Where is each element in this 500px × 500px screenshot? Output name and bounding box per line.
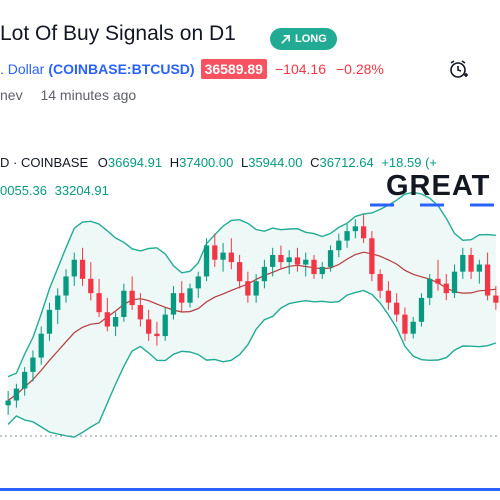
candle-up bbox=[460, 254, 466, 272]
candle-up bbox=[303, 259, 309, 265]
candle-down bbox=[104, 312, 110, 327]
chart-header-label: D · COINBASE bbox=[0, 155, 89, 170]
author-name[interactable]: nev bbox=[0, 87, 23, 103]
posted-time: 14 minutes ago bbox=[40, 87, 137, 103]
candle-up bbox=[427, 278, 433, 298]
bottom-bar bbox=[0, 488, 500, 491]
price-chart[interactable] bbox=[0, 148, 500, 500]
symbol-ticker-link[interactable]: (COINBASE:BTCUSD) bbox=[48, 61, 195, 77]
candle-down bbox=[236, 262, 243, 282]
candle-up bbox=[170, 293, 177, 315]
candle-up bbox=[344, 231, 350, 241]
candles bbox=[5, 214, 499, 415]
author-row: nev 14 minutes ago bbox=[0, 87, 136, 103]
bollinger-basis-line bbox=[7, 251, 496, 401]
candle-down bbox=[402, 314, 408, 334]
candle-down bbox=[360, 226, 367, 239]
candle-up bbox=[112, 317, 119, 327]
price-change-percent: −0.28% bbox=[335, 61, 384, 77]
close-value: 36712.64 bbox=[319, 155, 374, 170]
bollinger-legend: 0055.36 33204.91 bbox=[0, 183, 109, 198]
candle-down bbox=[146, 319, 152, 334]
close-delta: +18.59 (+ bbox=[381, 155, 437, 170]
open-value: 36694.91 bbox=[107, 155, 163, 170]
price-change: −104.16 bbox=[274, 61, 326, 77]
candle-down bbox=[311, 259, 317, 275]
candle-down bbox=[394, 302, 400, 315]
candle-up bbox=[418, 297, 425, 322]
candle-up bbox=[55, 295, 61, 310]
candle-up bbox=[261, 266, 268, 282]
bb-value-1: 0055.36 bbox=[0, 183, 47, 198]
last-price: 36589.89 bbox=[200, 59, 267, 79]
bollinger-upper-line bbox=[7, 191, 496, 378]
ohlc-legend: D · COINBASE O36694.91 H37400.00 L35944.… bbox=[0, 155, 437, 170]
candle-down bbox=[228, 252, 234, 263]
candle-up bbox=[319, 266, 325, 275]
alarm-clock-icon[interactable] bbox=[448, 58, 470, 80]
candle-up bbox=[13, 388, 20, 401]
candle-down bbox=[154, 333, 160, 337]
open-label: O bbox=[97, 155, 108, 170]
candle-up bbox=[38, 333, 44, 358]
high-value: 37400.00 bbox=[179, 155, 234, 170]
candle-up bbox=[476, 264, 482, 272]
candle-up bbox=[46, 309, 53, 334]
arrow-up-right-icon bbox=[281, 34, 290, 44]
candle-down bbox=[96, 293, 102, 313]
candle-up bbox=[327, 250, 334, 267]
low-value: 35944.00 bbox=[248, 155, 303, 170]
high-label: H bbox=[169, 155, 180, 170]
candle-up bbox=[253, 281, 259, 296]
candle-down bbox=[278, 254, 284, 263]
candle-down bbox=[468, 254, 474, 272]
candle-up bbox=[5, 400, 11, 406]
idea-title: Lot Of Buy Signals on D1 bbox=[0, 22, 236, 45]
candle-down bbox=[179, 293, 185, 303]
candle-down bbox=[385, 290, 392, 303]
candle-down bbox=[245, 281, 251, 296]
candle-up bbox=[352, 226, 358, 232]
candle-up bbox=[162, 314, 168, 337]
candle-up bbox=[336, 240, 342, 251]
candle-down bbox=[377, 274, 383, 291]
candle-up bbox=[286, 257, 292, 263]
candle-down bbox=[294, 257, 301, 265]
candle-up bbox=[195, 276, 201, 289]
candle-down bbox=[484, 264, 491, 296]
candle-down bbox=[212, 245, 218, 260]
bollinger-lower-line bbox=[7, 289, 497, 438]
candle-up bbox=[187, 288, 193, 303]
candle-down bbox=[79, 259, 86, 279]
candle-up bbox=[63, 276, 69, 296]
candle-down bbox=[435, 278, 441, 284]
symbol-row: . Dollar (COINBASE:BTCUSD) 36589.89 −104… bbox=[0, 58, 384, 80]
candle-up bbox=[30, 357, 36, 372]
candle-down bbox=[369, 238, 375, 275]
candle-down bbox=[443, 283, 449, 294]
candle-up bbox=[71, 259, 77, 277]
candle-up bbox=[22, 371, 28, 389]
candle-up bbox=[410, 321, 416, 334]
candle-up bbox=[220, 252, 226, 260]
chart-annotation-text: GREAT bbox=[386, 170, 491, 202]
candle-down bbox=[493, 295, 499, 303]
candle-down bbox=[88, 278, 94, 294]
long-badge: LONG bbox=[270, 28, 337, 50]
close-label: C bbox=[310, 155, 320, 170]
bb-value-2: 33204.91 bbox=[54, 183, 109, 198]
candle-up bbox=[121, 290, 127, 317]
candle-down bbox=[137, 305, 144, 320]
long-badge-label: LONG bbox=[295, 33, 327, 45]
low-label: L bbox=[240, 155, 249, 170]
candle-down bbox=[129, 290, 135, 306]
candle-up bbox=[270, 254, 276, 267]
symbol-name-link[interactable]: . Dollar bbox=[0, 61, 45, 77]
candle-up bbox=[451, 271, 458, 294]
candle-up bbox=[203, 245, 210, 277]
